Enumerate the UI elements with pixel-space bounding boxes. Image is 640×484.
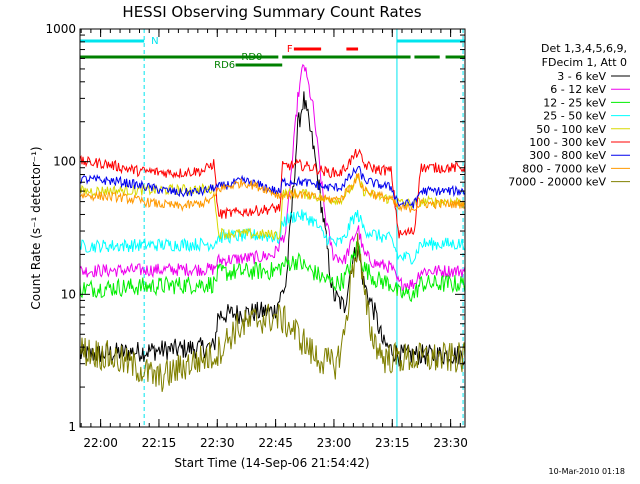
series-line-3 (79, 209, 466, 265)
series-line-2 (79, 241, 466, 303)
x-tick-label-3: 22:45 (258, 436, 293, 450)
y-axis-label: Count Rate (s⁻¹ detector⁻¹) (29, 146, 43, 309)
flag-label-F: F (287, 44, 293, 55)
x-axis-ticks: 22:00 22:15 22:30 22:45 23:00 23:15 23:30 (80, 29, 468, 450)
x-tick-label-6: 23:30 (433, 436, 468, 450)
legend-label-3: 25 - 50 keV (543, 110, 606, 123)
legend-header-line-2: FDecim 1, Att 0 (542, 56, 627, 69)
y-tick-label-1: 10 (61, 287, 76, 301)
flag-label-N: N (151, 36, 158, 47)
legend-label-5: 100 - 300 keV (529, 136, 606, 149)
series-line-8 (79, 233, 466, 393)
footer-timestamp: 10-Mar-2010 01:18 (549, 467, 626, 476)
legend-label-4: 50 - 100 keV (536, 123, 606, 136)
series-line-1 (79, 63, 466, 291)
legend: Det 1,3,4,5,6,9, FDecim 1, Att 0 3 - 6 k… (508, 42, 630, 189)
x-tick-label-5: 23:15 (375, 436, 410, 450)
y-tick-label-0: 1 (68, 420, 76, 434)
series-lines (79, 63, 466, 393)
y-tick-label-3: 1000 (45, 22, 76, 36)
y-tick-label-2: 100 (53, 155, 76, 169)
x-tick-label-4: 23:00 (317, 436, 352, 450)
series-line-4 (79, 173, 466, 240)
legend-label-8: 7000 - 20000 keV (508, 176, 606, 189)
series-line-6 (79, 165, 466, 209)
legend-label-1: 6 - 12 keV (550, 83, 606, 96)
x-axis-label: Start Time (14-Sep-06 21:54:42) (174, 456, 369, 470)
chart-title: HESSI Observing Summary Count Rates (122, 3, 421, 21)
x-tick-label-0: 22:00 (83, 436, 118, 450)
legend-label-7: 800 - 7000 keV (522, 162, 606, 175)
x-tick-label-2: 22:30 (200, 436, 235, 450)
flag-label-RD6: RD6 (214, 60, 235, 71)
legend-label-2: 12 - 25 keV (543, 96, 606, 109)
plot-frame (79, 28, 466, 428)
x-tick-label-1: 22:15 (142, 436, 177, 450)
y-axis-ticks: 1 10 100 1000 (45, 22, 465, 434)
flag-bars: N F RD0 RD6 (80, 36, 465, 71)
series-line-5 (79, 148, 466, 239)
legend-label-0: 3 - 6 keV (557, 70, 606, 83)
legend-header-line-1: Det 1,3,4,5,6,9, (541, 42, 627, 55)
legend-label-6: 300 - 800 keV (529, 149, 606, 162)
series-line-0 (79, 91, 466, 367)
series-line-7 (79, 173, 466, 213)
flag-label-RD0: RD0 (241, 52, 262, 63)
